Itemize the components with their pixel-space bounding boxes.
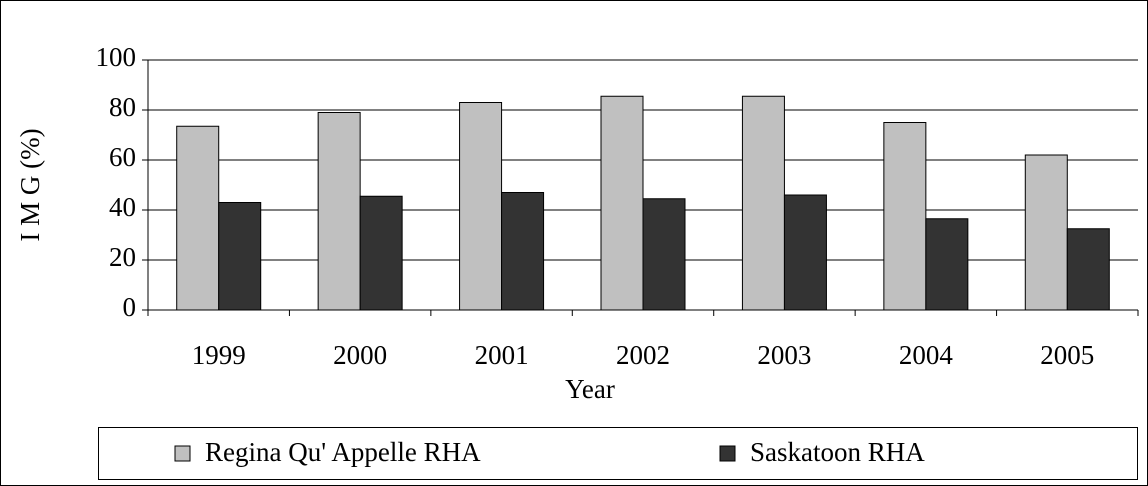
x-tick-label: 2001 [475,340,529,370]
y-tick-label: 100 [96,42,137,72]
x-tick-label: 2000 [333,340,387,370]
x-tick-label: 2003 [757,340,811,370]
bar [1024,154,1068,311]
y-tick-label: 40 [109,192,136,222]
y-tick-label: 0 [123,292,137,322]
legend-swatch [719,445,736,462]
bar [1066,228,1110,311]
bar [459,102,503,311]
bar [741,95,785,311]
bar [359,195,403,311]
y-tick-label: 80 [109,92,136,122]
x-tick-label: 2002 [616,340,670,370]
bar [783,194,827,311]
x-axis-label: Year [565,374,615,404]
bar [883,122,927,311]
legend-box [98,427,1138,480]
legend-label: Saskatoon RHA [750,437,925,467]
y-tick-label: 20 [109,242,136,272]
bar [925,218,969,311]
bar [642,198,686,311]
bar [317,112,361,311]
legend-swatch [174,445,191,462]
legend-label: Regina Qu' Appelle RHA [205,437,481,467]
x-tick-label: 2004 [899,340,954,370]
bar [176,125,220,311]
x-tick-label: 1999 [192,340,246,370]
bar [218,202,262,311]
y-tick-label: 60 [109,142,136,172]
bar [501,192,545,311]
x-tick-label: 2005 [1040,340,1094,370]
bar [600,95,644,311]
y-axis-label: I M G (%) [15,128,45,241]
